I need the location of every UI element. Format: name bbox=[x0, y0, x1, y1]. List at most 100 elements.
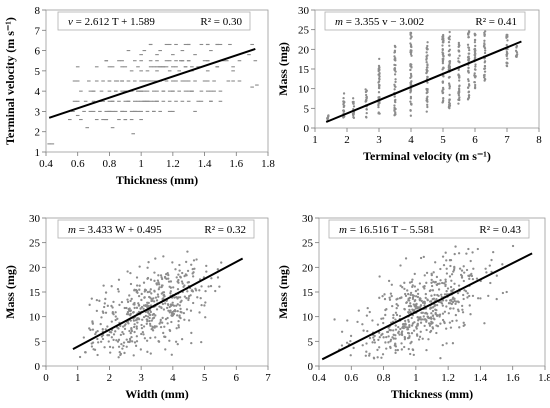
data-point bbox=[129, 312, 132, 316]
data-point bbox=[457, 68, 460, 72]
data-point bbox=[413, 272, 416, 276]
data-point bbox=[431, 289, 435, 292]
data-point bbox=[401, 286, 404, 289]
data-point bbox=[103, 305, 106, 309]
data-point bbox=[462, 321, 465, 324]
data-point bbox=[377, 104, 380, 107]
data-point bbox=[442, 66, 445, 70]
data-point bbox=[505, 64, 509, 68]
data-point bbox=[102, 284, 105, 287]
data-point bbox=[378, 296, 381, 299]
x-tick-label: 1 bbox=[312, 134, 318, 146]
data-point bbox=[122, 341, 126, 344]
data-point bbox=[177, 326, 180, 329]
data-point bbox=[377, 338, 380, 342]
data-point bbox=[393, 73, 397, 76]
data-point bbox=[106, 325, 109, 328]
data-point bbox=[416, 292, 420, 296]
data-point bbox=[372, 357, 376, 360]
data-point bbox=[112, 300, 115, 304]
data-point bbox=[419, 330, 422, 333]
data-point bbox=[169, 309, 172, 312]
x-tick-label: 7 bbox=[265, 372, 271, 384]
data-point bbox=[411, 278, 414, 281]
data-point bbox=[406, 331, 410, 335]
data-point bbox=[487, 294, 490, 298]
y-tick-label: 25 bbox=[29, 238, 41, 250]
data-point bbox=[418, 335, 422, 338]
data-point bbox=[445, 290, 448, 293]
data-point bbox=[127, 322, 130, 325]
data-point bbox=[468, 277, 471, 280]
data-point bbox=[368, 310, 371, 314]
data-point bbox=[117, 345, 121, 348]
data-point bbox=[412, 303, 415, 306]
data-point bbox=[159, 318, 162, 322]
data-point bbox=[126, 300, 130, 304]
data-point bbox=[176, 303, 179, 306]
data-point bbox=[94, 331, 98, 334]
data-point bbox=[114, 311, 117, 314]
data-point bbox=[466, 292, 469, 295]
data-point bbox=[146, 301, 149, 304]
data-point bbox=[410, 332, 414, 335]
data-point bbox=[449, 298, 452, 302]
data-point bbox=[157, 340, 160, 343]
data-point bbox=[349, 339, 352, 343]
data-point bbox=[426, 298, 429, 301]
data-point bbox=[448, 48, 452, 51]
data-point bbox=[484, 49, 487, 52]
data-point bbox=[135, 325, 138, 328]
data-point bbox=[138, 288, 141, 291]
data-point bbox=[166, 316, 169, 320]
data-point bbox=[444, 280, 447, 283]
data-point bbox=[447, 40, 451, 44]
data-point bbox=[411, 322, 415, 325]
data-point bbox=[393, 44, 397, 48]
data-point bbox=[149, 324, 152, 327]
data-point bbox=[437, 288, 441, 291]
data-point bbox=[501, 291, 505, 295]
data-point bbox=[121, 330, 124, 334]
data-point bbox=[425, 328, 428, 332]
data-point bbox=[172, 286, 175, 289]
data-point bbox=[430, 278, 433, 282]
data-point bbox=[448, 99, 451, 102]
data-point bbox=[471, 294, 475, 298]
data-point bbox=[377, 80, 381, 83]
data-point bbox=[431, 327, 435, 330]
data-point bbox=[408, 324, 411, 327]
data-point bbox=[450, 279, 453, 282]
x-tick-label: 6 bbox=[472, 134, 478, 146]
data-point bbox=[99, 322, 102, 326]
data-point bbox=[390, 283, 393, 286]
data-point bbox=[419, 304, 423, 307]
data-point bbox=[453, 252, 456, 256]
data-point bbox=[460, 269, 464, 272]
data-point bbox=[153, 271, 156, 274]
data-point bbox=[479, 297, 482, 300]
data-point bbox=[140, 298, 143, 302]
data-point bbox=[401, 323, 405, 326]
data-point bbox=[129, 271, 132, 275]
data-point bbox=[129, 282, 133, 286]
data-point bbox=[422, 315, 425, 318]
data-point bbox=[119, 324, 122, 328]
data-point bbox=[177, 273, 180, 276]
data-point bbox=[465, 268, 469, 272]
data-point bbox=[467, 78, 470, 81]
data-point bbox=[425, 68, 429, 72]
data-point bbox=[395, 298, 398, 301]
data-point bbox=[150, 319, 153, 322]
data-point bbox=[139, 307, 142, 310]
data-point bbox=[458, 76, 461, 79]
data-point bbox=[384, 341, 387, 344]
data-point bbox=[84, 351, 87, 354]
y-tick-label: 10 bbox=[298, 84, 310, 96]
data-point bbox=[396, 348, 400, 352]
data-point bbox=[473, 32, 476, 35]
data-point bbox=[123, 327, 127, 331]
data-point bbox=[399, 284, 402, 287]
data-point bbox=[423, 274, 426, 277]
data-point bbox=[439, 357, 442, 360]
